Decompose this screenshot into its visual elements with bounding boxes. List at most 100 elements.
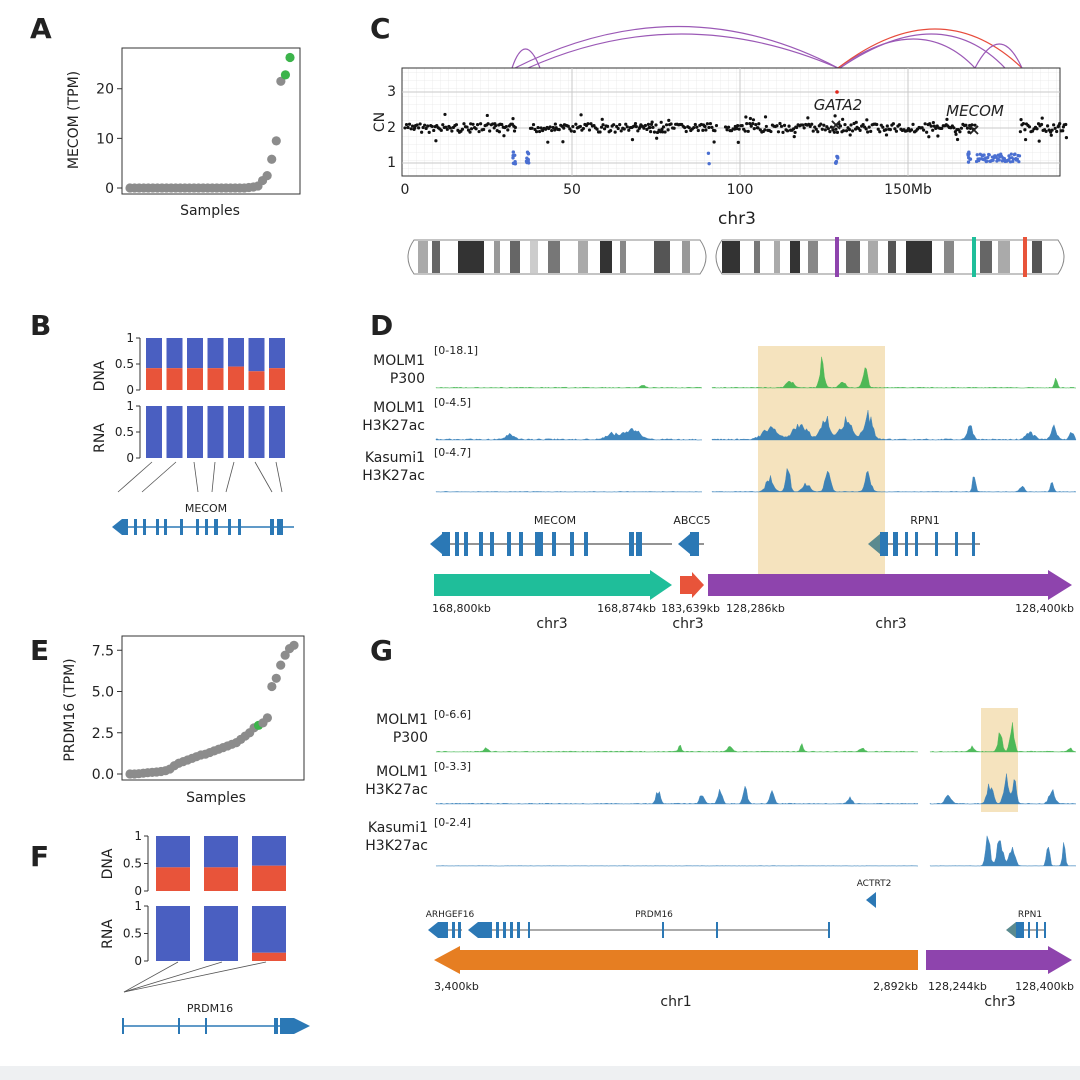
cn-point [743,129,747,133]
cn-point [991,158,995,162]
cn-point [723,125,728,129]
cn-point [502,134,506,138]
signal-track [435,385,703,389]
signal-track [929,773,1077,805]
panel-c-cn-points [403,112,1069,166]
cn-point [737,127,741,131]
cn-point [423,123,427,127]
cn-point [925,130,929,134]
bar-segment-blue [187,406,203,458]
cn-point [1018,130,1022,134]
ideogram-band [418,241,428,273]
cn-point [713,129,717,133]
panel-g-track1-range: [0-6.6] [434,708,471,721]
cn-point [968,157,972,161]
cn-point [695,125,699,129]
cn-point [778,121,782,126]
panel-c-frame [401,67,1061,177]
cn-point [706,151,711,155]
panel-g-track3-name: Kasumi1 [368,820,428,836]
cn-point [492,126,496,130]
panel-c-x-ticks: 0 50 100 150Mb [401,182,932,198]
cn-point [779,124,784,128]
cn-point [460,127,465,131]
panel-g-track2-range: [0-3.3] [434,760,471,773]
bar-segment-blue [204,836,238,868]
cn-point [1053,126,1057,130]
ideogram-band [530,241,538,273]
panel-g-gene-actrt2: ACTRT2 [857,879,892,889]
ideogram-band [578,241,588,273]
cn-point [834,127,838,131]
panel-b-bar-group: 0 0.5 1 0 0.5 1 [115,331,285,465]
panel-d-signals [435,356,1077,493]
cn-point [589,122,593,126]
panel-g-track1-name: MOLM1 [376,712,428,728]
cn-point [869,129,873,133]
panel-g-tracks: MOLM1 P300 MOLM1 H3K27ac Kasumi1 H3K27ac… [365,708,1077,1010]
panel-c-copy-number: × × GATA2 MECOM 3 2 1 CN 0 50 100 150Mb … [372,26,1069,277]
cn-point [511,156,515,160]
signal-track [711,410,1077,441]
cn-point [531,122,536,127]
ideogram-band [600,241,612,273]
cn-point [651,125,655,129]
cn-point [712,140,716,144]
cn-point [643,123,648,128]
cn-point [763,115,768,119]
cn-point [841,117,845,121]
panel-d-gene-models [430,532,980,556]
cn-point [843,122,847,127]
data-point [285,52,295,63]
cn-point [966,160,971,164]
cn-point [906,126,911,131]
cn-point [616,126,620,131]
panel-g-segment-arrows [434,946,1072,974]
cn-point [426,124,430,128]
cn-point [785,129,790,133]
cn-point [875,122,879,127]
cn-point [816,130,820,134]
panel-d-seg3-chrom: chr3 [875,616,906,632]
cn-point [811,129,815,133]
cn-point [923,122,927,126]
bar-segment-blue [207,338,224,369]
cn-point [701,128,705,132]
panel-c-chromosome-ideogram [407,237,1065,277]
ideogram-band [944,241,954,273]
panel-g-signals [435,722,1077,867]
cn-point [965,126,970,130]
bar-segment-blue [146,338,162,369]
cn-point [595,127,599,131]
cn-point [740,124,744,128]
panel-f-gene-name: PRDM16 [187,1002,233,1015]
cn-point [553,128,557,132]
data-point [262,170,272,181]
cn-point [708,122,713,126]
cn-point [986,155,990,160]
cn-point [622,127,626,131]
cn-point [833,114,837,118]
panel-letter-c: C [370,12,391,45]
cn-point [751,122,755,126]
cn-point [705,122,710,126]
data-point [267,154,277,164]
cn-point [866,130,870,134]
cn-point [1039,122,1044,127]
cn-point [847,127,852,132]
cn-point [410,124,415,128]
cn-point [997,158,1001,162]
panel-c-mecom-marker: × [967,120,980,139]
cn-point [982,153,986,157]
data-point [262,713,273,723]
bar-segment-blue [269,338,285,369]
panel-c-gene-label-gata2: GATA2 [814,96,862,114]
panel-g-seg1-chrom: chr1 [660,994,691,1010]
cn-point [891,122,895,126]
cn-point [1035,127,1039,131]
cn-point [652,130,657,134]
panel-d-seg2-chrom: chr3 [672,616,703,632]
panel-g-seg2-start: 128,244kb [928,980,987,993]
cn-point [932,124,936,128]
